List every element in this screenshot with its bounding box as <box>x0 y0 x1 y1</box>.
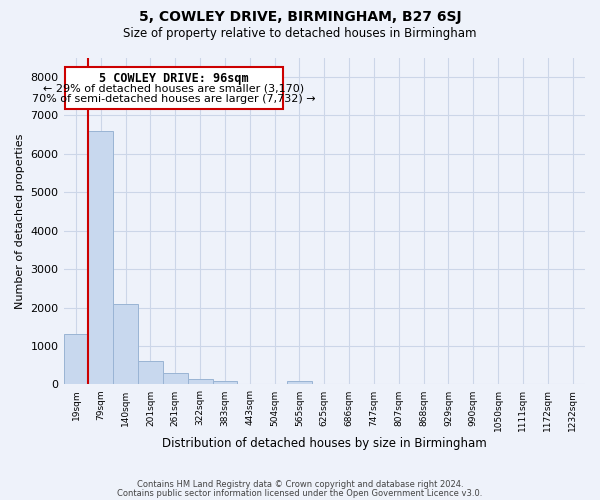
Text: 5 COWLEY DRIVE: 96sqm: 5 COWLEY DRIVE: 96sqm <box>99 72 249 85</box>
Text: Size of property relative to detached houses in Birmingham: Size of property relative to detached ho… <box>123 28 477 40</box>
Bar <box>163 374 188 384</box>
Text: 70% of semi-detached houses are larger (7,732) →: 70% of semi-detached houses are larger (… <box>32 94 316 104</box>
Y-axis label: Number of detached properties: Number of detached properties <box>15 134 25 308</box>
Text: Contains HM Land Registry data © Crown copyright and database right 2024.: Contains HM Land Registry data © Crown c… <box>137 480 463 489</box>
Text: 5, COWLEY DRIVE, BIRMINGHAM, B27 6SJ: 5, COWLEY DRIVE, BIRMINGHAM, B27 6SJ <box>139 10 461 24</box>
Bar <box>188 379 212 384</box>
FancyBboxPatch shape <box>65 67 283 110</box>
Text: Contains public sector information licensed under the Open Government Licence v3: Contains public sector information licen… <box>118 489 482 498</box>
Bar <box>64 334 88 384</box>
Bar <box>138 360 163 384</box>
Bar <box>113 304 138 384</box>
Bar <box>212 382 238 384</box>
Bar <box>88 130 113 384</box>
X-axis label: Distribution of detached houses by size in Birmingham: Distribution of detached houses by size … <box>162 437 487 450</box>
Text: ← 29% of detached houses are smaller (3,170): ← 29% of detached houses are smaller (3,… <box>43 84 305 94</box>
Bar <box>287 380 312 384</box>
